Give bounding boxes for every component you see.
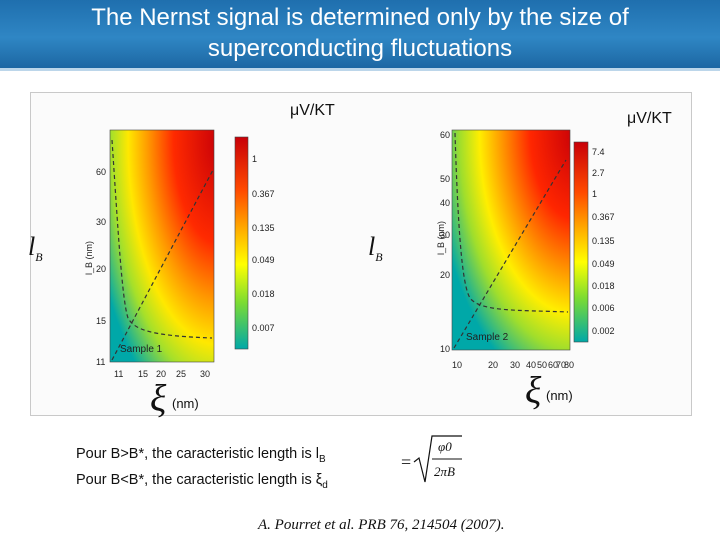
formula-sqrt bbox=[413, 435, 462, 483]
panel-2-xtick-6: 70 bbox=[556, 360, 566, 370]
panel-2-cbtick-0: 7.4 bbox=[592, 147, 605, 157]
panel-2-cbtick-1: 2.7 bbox=[592, 168, 605, 178]
panel-2-cbtick-7: 0.006 bbox=[592, 303, 615, 313]
panel-2-ytick-0: 10 bbox=[440, 344, 450, 354]
panel-2-ytick-5: 60 bbox=[440, 130, 450, 140]
panel-2-xtick-1: 20 bbox=[488, 360, 498, 370]
panel-1-colorbar bbox=[234, 136, 249, 350]
panel-2-xi-unit: (nm) bbox=[546, 388, 573, 403]
panel-2-heatmap bbox=[452, 130, 570, 350]
panel-2-unit-label: μV/KT bbox=[627, 110, 672, 127]
panel-1-xi-unit: (nm) bbox=[172, 396, 199, 411]
panel-2-ytick-3: 40 bbox=[440, 198, 450, 208]
caption-line-1: Pour B>B*, the caracteristic length is l… bbox=[76, 446, 326, 465]
panel-2-colorbar bbox=[573, 141, 589, 343]
panel-1-sample-label: Sample 1 bbox=[120, 344, 163, 355]
panel-2-dashed-curve bbox=[454, 132, 569, 313]
formula-numerator: φ0 bbox=[438, 439, 452, 454]
panel-2-cbtick-3: 0.367 bbox=[592, 212, 615, 222]
panel-2-cbtick-8: 0.002 bbox=[592, 326, 615, 336]
panel-1-ytick-0: 11 bbox=[96, 357, 105, 367]
panel-2-cbtick-4: 0.135 bbox=[592, 236, 615, 246]
panel-1-ytick-1: 15 bbox=[96, 316, 106, 326]
title-banner bbox=[0, 0, 720, 68]
panel-1-xtick-2: 20 bbox=[156, 369, 166, 379]
panel-2-cbtick-2: 1 bbox=[592, 189, 597, 199]
panel-2-sample-label: Sample 2 bbox=[466, 332, 509, 343]
panel-1-xi-symbol: ξ bbox=[150, 378, 167, 420]
panel-2-cbtick-5: 0.049 bbox=[592, 259, 615, 269]
panel-1-xtick-4: 30 bbox=[200, 369, 210, 379]
panel-1-cbtick-4: 0.018 bbox=[252, 289, 275, 299]
reference-citation: A. Pourret et al. PRB 76, 214504 (2007). bbox=[258, 517, 505, 533]
panel-2-xtick-5: 60 bbox=[548, 360, 558, 370]
panel-2-xtick-0: 10 bbox=[452, 360, 462, 370]
panel-1-ylabel: l_B (nm) bbox=[84, 241, 94, 275]
panel-2-xi-symbol: ξ bbox=[525, 370, 542, 412]
panel-2-dashed-line bbox=[453, 159, 567, 349]
panel-1-dashed-curve bbox=[111, 139, 213, 339]
panel-1-cbtick-0: 1 bbox=[252, 154, 257, 164]
panel-1-lb-symbol: lB bbox=[28, 232, 43, 265]
formula-equals: = bbox=[401, 452, 411, 472]
panel-2-ytick-2: 30 bbox=[440, 230, 450, 240]
panel-1-xtick-0: 11 bbox=[114, 369, 123, 379]
panel-1-heatmap bbox=[110, 130, 214, 362]
panel-1-dashed-line bbox=[111, 169, 214, 361]
panel-2-ylabel: l_B (nm) bbox=[436, 221, 446, 255]
panel-1-cbtick-2: 0.135 bbox=[252, 223, 275, 233]
panel-1-cbtick-5: 0.007 bbox=[252, 323, 275, 333]
panel-2-ytick-1: 20 bbox=[440, 270, 450, 280]
panel-1-unit-label: μV/KT bbox=[290, 102, 335, 119]
panel-2-xtick-2: 30 bbox=[510, 360, 520, 370]
title-underline bbox=[0, 68, 720, 71]
caption-line-2: Pour B<B*, the caracteristic length is ξ… bbox=[76, 472, 328, 491]
panel-2-xtick-3: 40 bbox=[526, 360, 536, 370]
panel-1-ytick-2: 20 bbox=[96, 264, 106, 274]
panel-1-ytick-4: 60 bbox=[96, 167, 106, 177]
panel-1-cbtick-1: 0.367 bbox=[252, 189, 275, 199]
panel-2-xtick-7: 80 bbox=[564, 360, 574, 370]
panel-2-lb-symbol: lB bbox=[368, 232, 383, 265]
panel-1-xtick-1: 15 bbox=[138, 369, 148, 379]
panel-1-cbtick-3: 0.049 bbox=[252, 255, 275, 265]
panel-1-ytick-3: 30 bbox=[96, 217, 106, 227]
panel-2-xtick-4: 50 bbox=[537, 360, 547, 370]
panel-1-xtick-3: 25 bbox=[176, 369, 186, 379]
slide-title: The Nernst signal is determined only by … bbox=[91, 4, 629, 62]
panel-2-cbtick-6: 0.018 bbox=[592, 281, 615, 291]
panel-2-ytick-4: 50 bbox=[440, 174, 450, 184]
formula-denominator: 2πB bbox=[434, 464, 455, 479]
